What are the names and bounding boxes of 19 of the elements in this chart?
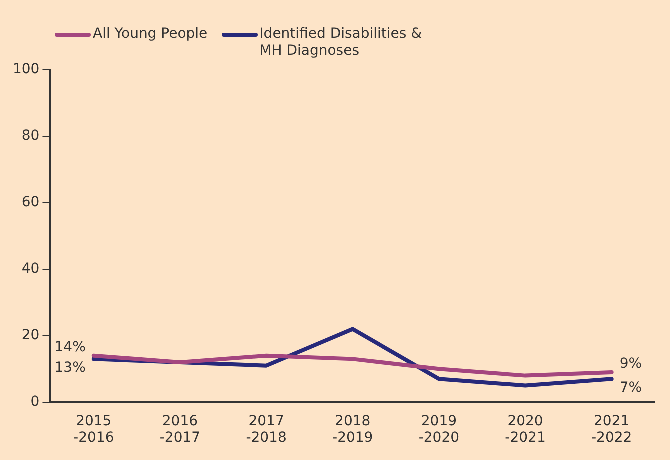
y-tick-label: 100 — [12, 62, 40, 78]
x-tick-label: 2017 -2018 — [246, 413, 287, 446]
x-tick-label: 2019 -2020 — [418, 413, 460, 446]
y-tick-label: 20 — [22, 328, 40, 344]
legend-label: All Young People — [93, 26, 208, 43]
data-label: 9% — [620, 356, 642, 372]
y-tick-label: 60 — [22, 194, 40, 211]
x-tick-label: 2018 -2019 — [332, 413, 374, 446]
x-tick-label: 2016 -2017 — [160, 413, 201, 446]
data-label: 7% — [620, 380, 642, 396]
legend-label: Identified Disabilities & MH Diagnoses — [260, 26, 424, 60]
data-label: 13% — [54, 360, 86, 376]
y-tick-label: 80 — [22, 128, 40, 144]
x-tick-label: 2020 -2021 — [505, 413, 546, 446]
y-tick-label: 40 — [22, 261, 40, 278]
x-tick-label: 2015 -2016 — [74, 413, 114, 446]
x-tick-label: 2021 -2022 — [591, 413, 632, 446]
data-label: 14% — [54, 340, 86, 356]
y-tick-label: 0 — [30, 394, 40, 410]
